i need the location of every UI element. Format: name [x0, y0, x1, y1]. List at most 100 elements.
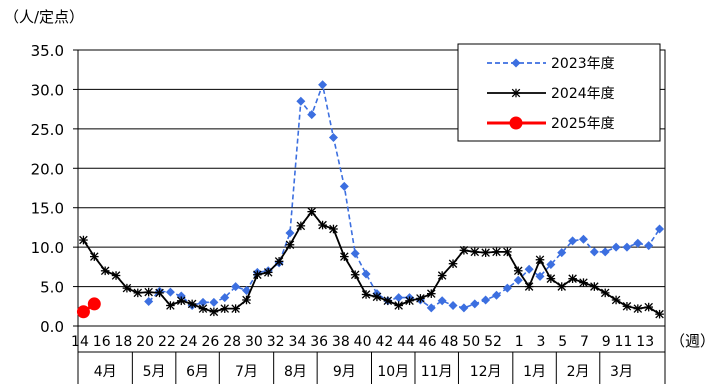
month-label: 11月: [421, 364, 453, 380]
data-point: [416, 294, 425, 303]
x-tick-label: 20: [136, 334, 154, 350]
data-point: [133, 288, 143, 298]
y-tick-label: 5.0: [40, 279, 64, 297]
data-point: [644, 302, 653, 312]
data-point: [198, 304, 208, 313]
x-tick-label: 46: [419, 334, 437, 350]
data-point: [405, 296, 414, 306]
data-point: [590, 282, 599, 291]
x-tick-label: 14: [71, 334, 89, 350]
data-point: [340, 252, 349, 261]
data-point: [568, 274, 577, 283]
month-label: 3月: [610, 364, 633, 380]
data-point: [383, 296, 393, 306]
data-point: [361, 290, 371, 299]
series-layer: [76, 80, 665, 319]
month-label: 10月: [377, 364, 409, 380]
data-point: [611, 242, 621, 252]
month-label: 1月: [523, 364, 546, 380]
data-point: [339, 181, 349, 191]
data-point: [622, 242, 632, 252]
data-point: [100, 266, 110, 276]
data-point: [579, 278, 588, 287]
data-point: [144, 297, 154, 307]
data-point: [568, 236, 578, 246]
legend-item: 2023年度: [487, 56, 615, 72]
data-point: [176, 296, 186, 306]
data-point: [546, 274, 556, 283]
y-axis-ticks: 0.0 5.0 10.0 15.0 20.0 25.0 30.0 35.0: [31, 42, 78, 336]
data-point: [263, 268, 273, 277]
data-point: [209, 297, 219, 307]
x-tick-label: 26: [201, 334, 219, 350]
data-point: [274, 257, 284, 266]
legend-item: 2025年度: [487, 116, 615, 132]
x-tick-label: 40: [354, 334, 372, 350]
y-tick-label: 35.0: [31, 42, 64, 60]
x-tick-label: 1: [515, 334, 524, 350]
x-tick-label: 48: [441, 334, 459, 350]
data-point: [535, 271, 545, 281]
data-point: [198, 297, 208, 307]
data-point: [481, 248, 490, 257]
x-tick-label: 9: [602, 334, 611, 350]
data-point: [394, 301, 403, 310]
y-tick-label: 0.0: [40, 318, 64, 336]
x-tick-label: 22: [158, 334, 176, 350]
data-point: [524, 282, 534, 291]
data-point: [470, 247, 480, 257]
x-tick-label: 5: [558, 334, 567, 350]
data-point: [459, 245, 469, 255]
data-point: [622, 301, 632, 311]
data-point: [220, 304, 230, 313]
x-tick-label: 28: [223, 334, 241, 350]
data-point: [546, 259, 556, 269]
data-point: [111, 271, 121, 280]
data-point: [492, 247, 501, 257]
data-point: [557, 282, 567, 291]
series-2023: [144, 80, 665, 313]
month-label: 5月: [143, 364, 166, 380]
data-point: [644, 241, 654, 251]
x-tick-label: 24: [180, 334, 198, 350]
legend-item: 2024年度: [487, 86, 615, 102]
data-point: [633, 304, 643, 313]
data-point: [426, 289, 436, 298]
data-point: [285, 228, 295, 238]
month-label: 7月: [235, 364, 258, 380]
legend: 2023年度 2024年度 2025年度: [457, 43, 661, 142]
data-point: [589, 247, 599, 257]
data-point: [633, 238, 643, 248]
x-tick-label: 50: [462, 334, 480, 350]
x-axis-week-ticks: 14 16 18 20 22 24 26 28 30 32 34 36 38 40 42 44 46 48 50 52…: [71, 334, 654, 350]
plot-area: [77, 49, 666, 327]
data-point: [426, 303, 436, 313]
y-unit-label: （人/定点）: [4, 8, 84, 26]
x-tick-label: 16: [93, 334, 111, 350]
data-point: [557, 248, 567, 258]
data-point: [155, 288, 164, 298]
month-label: 9月: [333, 364, 356, 380]
data-point: [470, 299, 480, 309]
data-point: [448, 300, 458, 310]
data-point: [76, 305, 90, 319]
month-label: 4月: [94, 364, 117, 380]
month-label: 2月: [567, 364, 590, 380]
x-tick-label: 11: [615, 334, 633, 350]
data-point: [296, 221, 306, 231]
data-point: [437, 296, 447, 306]
data-point: [372, 292, 382, 302]
legend-label: 2025年度: [551, 116, 615, 132]
data-point: [535, 255, 545, 265]
data-point: [361, 269, 371, 279]
x-tick-label: 38: [332, 334, 350, 350]
month-label: 8月: [284, 364, 307, 380]
data-point: [187, 299, 197, 309]
data-point: [122, 283, 132, 293]
data-point: [144, 287, 153, 297]
data-point: [166, 301, 175, 310]
data-point: [220, 293, 230, 303]
data-point: [394, 293, 404, 303]
data-point: [459, 303, 469, 313]
data-point: [285, 240, 295, 250]
